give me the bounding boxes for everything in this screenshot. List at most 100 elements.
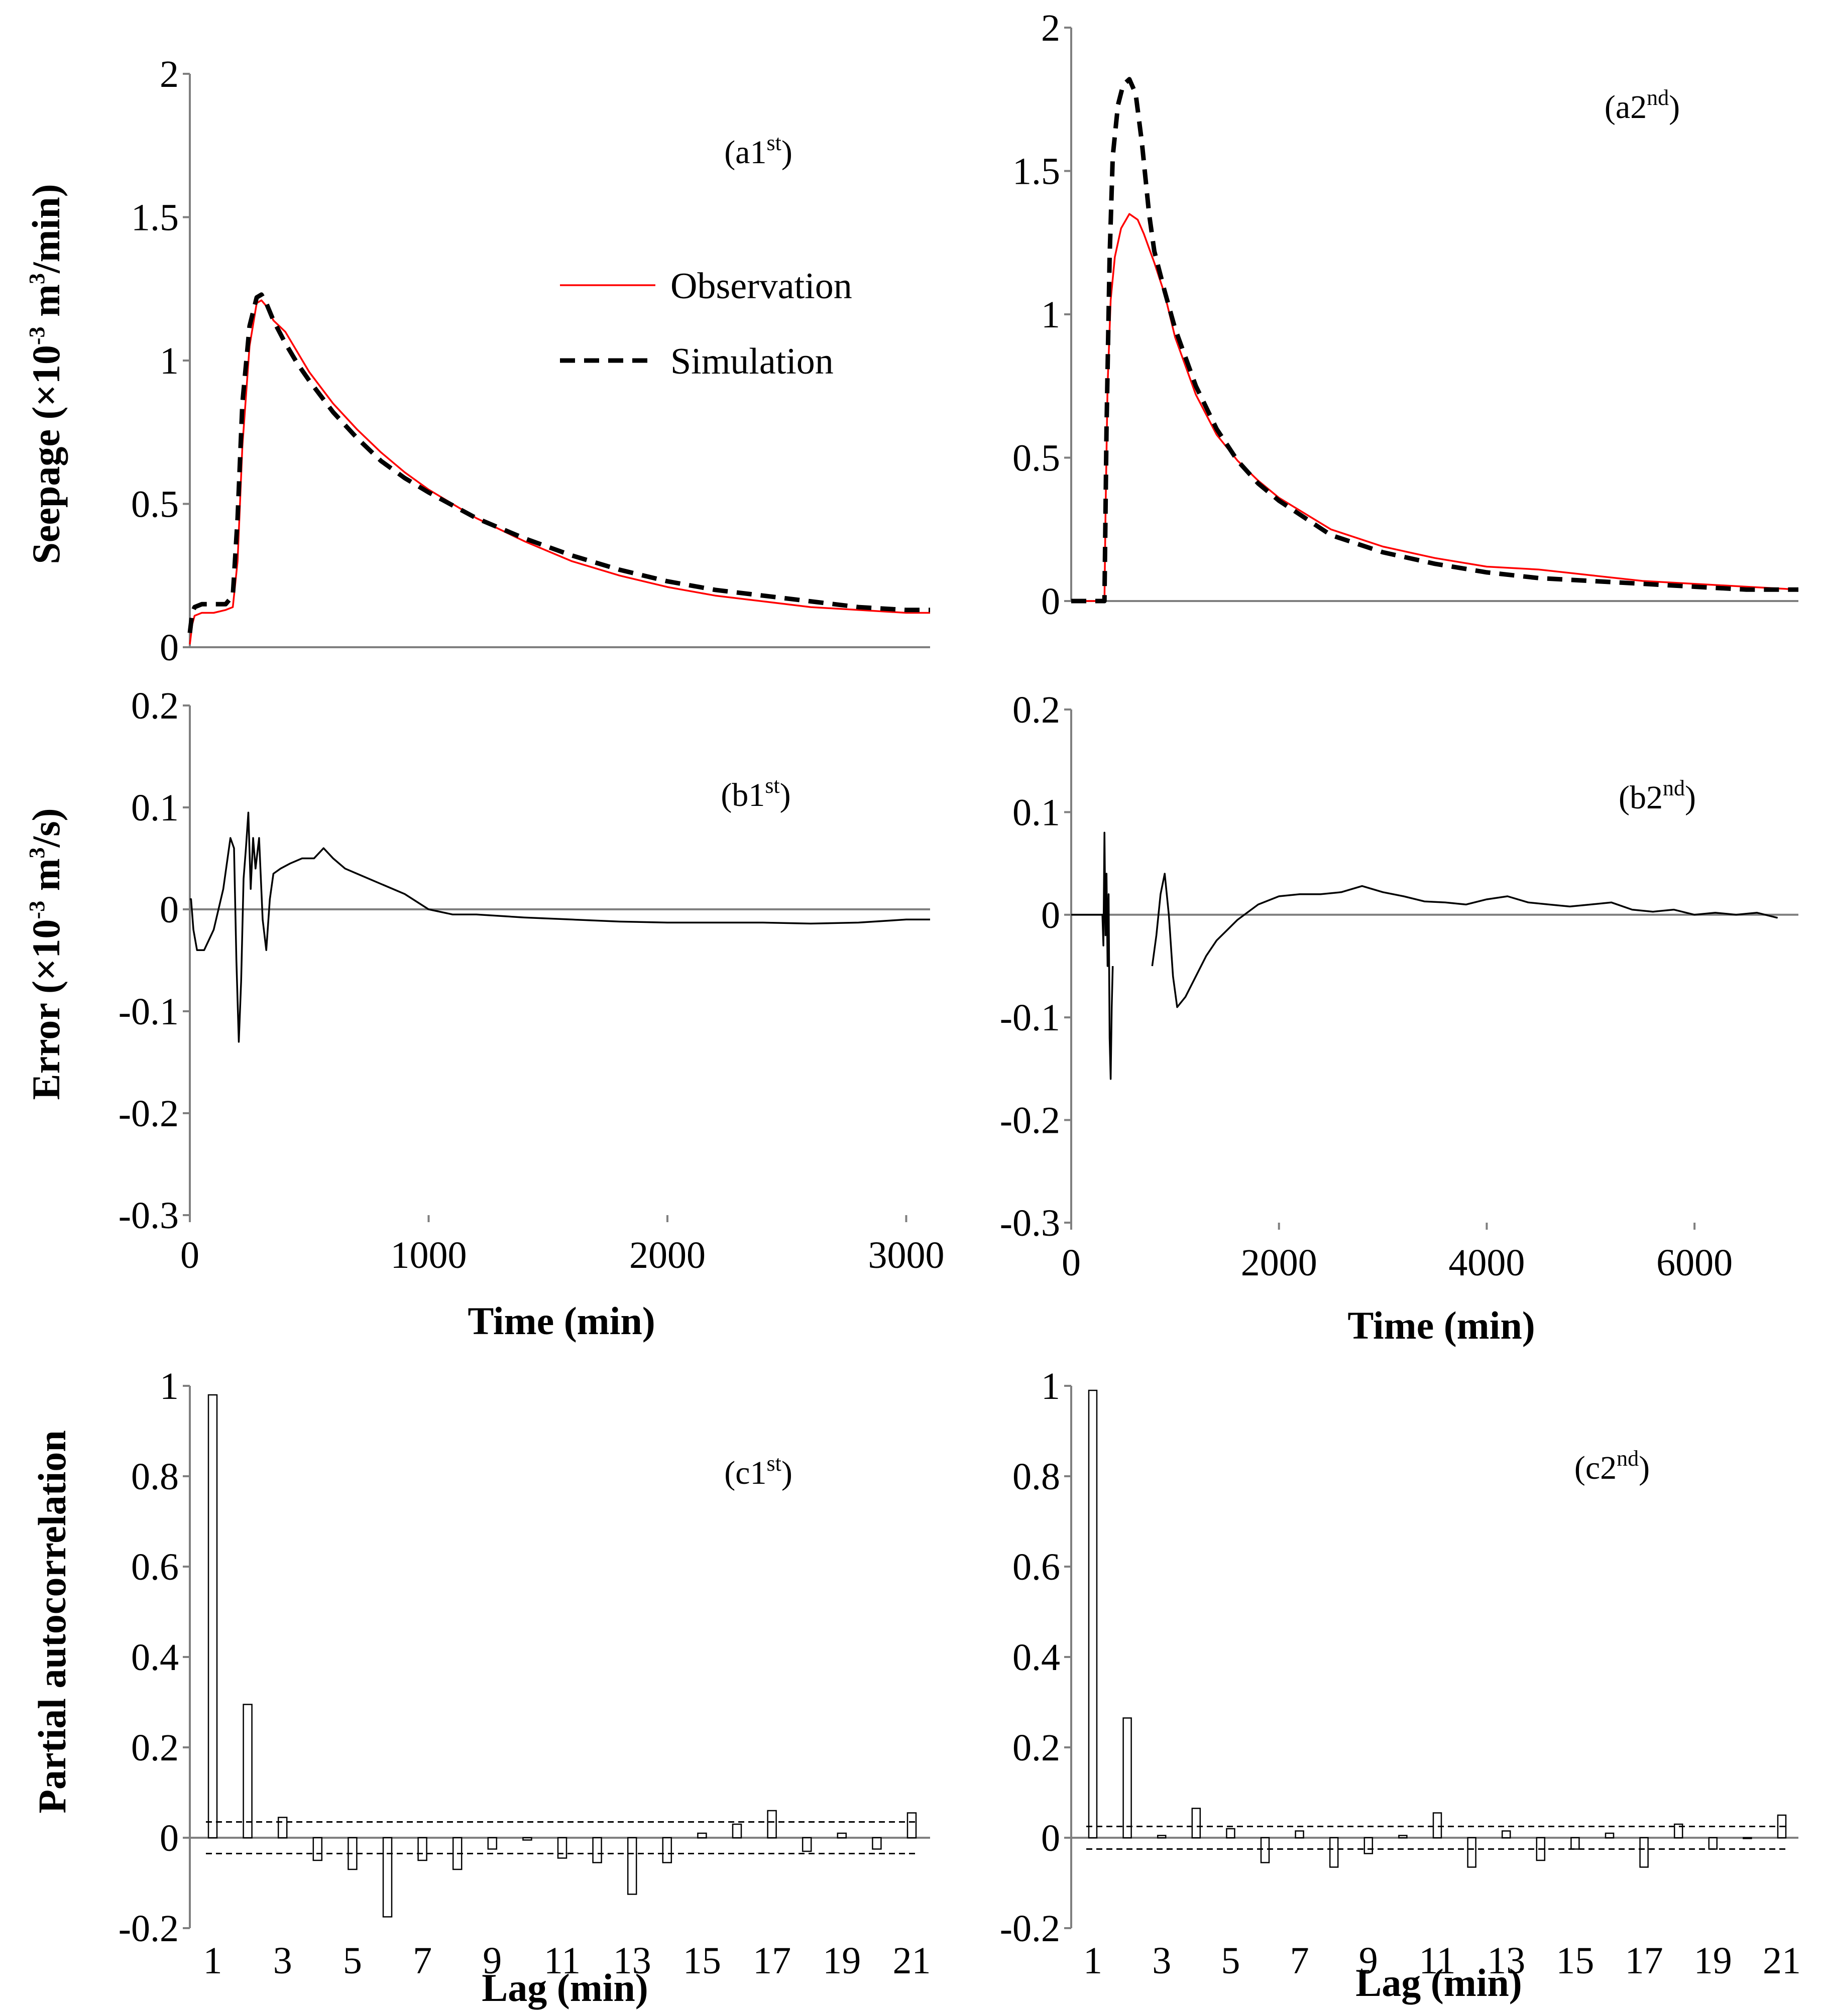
series-b2-error-2 (1151, 873, 1778, 1008)
bar-c1-lag-17 (767, 1810, 777, 1839)
bar-c1-lag-4 (312, 1837, 323, 1861)
x-tick-label-c2-3: 7 (1290, 1940, 1309, 1982)
y-tick-label-a1-1: 0.5 (131, 484, 179, 526)
bar-c1-lag-15 (697, 1832, 707, 1839)
x-tick-label-c1-9: 19 (823, 1940, 861, 1982)
chart-c2: -0.200.20.40.60.811 3 5 7 9 11 13 15 17 19 21(c2nd… (1000, 1365, 1801, 1982)
ylabel-seepage: Seepage (×10-3 m3/min) (24, 184, 68, 564)
panel-label-c2-close: ) (1639, 1450, 1650, 1486)
chart-a1: 0 0.5 1 1.5 2 Observation Simulation (a1st) (131, 53, 930, 669)
y-tick-label-a1-3: 1.5 (131, 197, 179, 239)
x-tick-label-c2-8: 17 (1625, 1940, 1663, 1982)
chart-b1: -0.3 -0.2 -0.1 0 0.1 0.2 0 1000 2000 3000 (b1st) (119, 685, 945, 1276)
bar-c1-lag-12 (592, 1837, 602, 1863)
panel-label-b1-sup: st (765, 773, 779, 798)
y-tick-label-c2-2: 0.2 (1012, 1727, 1060, 1769)
y-tick-label-b2-0: -0.3 (1000, 1202, 1060, 1244)
x-tick-label-c1-2: 5 (343, 1940, 362, 1982)
x-tick-label-c1-5: 11 (544, 1940, 581, 1982)
y-tick-label-a2-3: 1.5 (1012, 151, 1060, 193)
chart-a2: 0 0.5 1 1.5 2 (a2nd) (1012, 7, 1799, 623)
bar-c2-lag-17 (1639, 1837, 1649, 1868)
ylabel-error-exp2: 3 (25, 847, 49, 858)
y-tick-label-a2-0: 0 (1041, 580, 1060, 623)
y-tick-label-a1-4: 2 (160, 53, 179, 95)
y-tick-label-a2-2: 1 (1041, 294, 1060, 336)
y-tick-label-c2-3: 0.4 (1012, 1636, 1060, 1679)
x-tick-label-c1-3: 7 (413, 1940, 432, 1982)
y-tick-label-b1-3: 0 (160, 889, 179, 931)
x-tick-label-b1-2: 2000 (629, 1234, 706, 1276)
panel-label-b2: (b2nd) (1619, 776, 1696, 816)
bar-c1-lag-21 (906, 1812, 917, 1839)
y-tick-label-b2-2: -0.1 (1000, 997, 1060, 1039)
y-tick-label-b2-1: -0.2 (1000, 1100, 1060, 1142)
panel-label-c1: (c1st) (724, 1451, 792, 1491)
ylabel-error-part1: Error (×10 (24, 919, 68, 1100)
y-tick-label-a1-0: 0 (160, 627, 179, 669)
x-tick-label-c2-6: 13 (1487, 1940, 1525, 1982)
x-tick-label-b1-0: 0 (180, 1234, 199, 1276)
ylabel-seepage-part2: m (24, 284, 68, 326)
x-tick-label-c1-0: 1 (203, 1940, 222, 1982)
panel-label-c2-main: (c2 (1574, 1450, 1617, 1486)
panel-label-c2: (c2nd) (1574, 1446, 1650, 1486)
bar-c2-lag-1 (1088, 1389, 1098, 1839)
bar-c2-lag-20 (1743, 1837, 1752, 1839)
bar-c2-lag-9 (1363, 1837, 1374, 1854)
chart-c1: -0.200.20.40.60.811 3 5 7 9 11 13 15 17 19 21(c1st… (119, 1365, 931, 1982)
chart-b2: -0.3 -0.2 -0.1 0 0.1 0.2 0 2000 4000 6000 (b2nd) (1000, 689, 1798, 1284)
bar-c2-lag-15 (1570, 1837, 1580, 1850)
bar-c2-lag-7 (1295, 1830, 1304, 1839)
x-tick-label-b1-3: 3000 (868, 1234, 944, 1276)
bar-c1-lag-3 (277, 1817, 288, 1839)
bar-c2-lag-11 (1432, 1812, 1442, 1839)
bar-c2-lag-16 (1605, 1832, 1615, 1839)
y-tick-label-b1-5: 0.2 (131, 685, 179, 727)
panel-label-c1-sup: st (766, 1451, 781, 1476)
xlabel-lag-left: Lag (min) (482, 1966, 648, 2009)
panel-label-b2-close: ) (1685, 779, 1696, 816)
bar-c2-lag-6 (1260, 1837, 1270, 1863)
series-b1-error (190, 811, 930, 1043)
x-tick-label-b2-1: 2000 (1241, 1242, 1317, 1284)
y-tick-label-b2-5: 0.2 (1012, 689, 1060, 731)
ylabel-error: Error (×10-3 m3/s) (24, 808, 68, 1100)
bar-c2-lag-13 (1501, 1830, 1511, 1839)
bar-c1-lag-2 (243, 1704, 253, 1839)
y-tick-label-c2-4: 0.6 (1012, 1546, 1060, 1588)
bar-c1-lag-1 (207, 1394, 218, 1839)
ylabel-error-exp1: -3 (25, 901, 49, 919)
panel-label-b2-sup: nd (1663, 776, 1685, 800)
y-tick-label-c1-4: 0.6 (131, 1546, 179, 1588)
x-tick-label-b1-1: 1000 (390, 1234, 467, 1276)
x-tick-label-c1-7: 15 (683, 1940, 721, 1982)
x-tick-label-c1-8: 17 (753, 1940, 791, 1982)
bar-c1-lag-20 (872, 1837, 882, 1850)
panel-label-a1-sup: st (766, 131, 781, 155)
y-tick-label-b2-3: 0 (1041, 894, 1060, 936)
y-tick-label-c1-1: 0 (160, 1817, 179, 1859)
bar-c1-lag-18 (802, 1837, 812, 1852)
bar-c1-lag-14 (662, 1837, 672, 1863)
panel-label-c1-close: ) (781, 1455, 792, 1491)
y-tick-label-c2-1: 0 (1041, 1817, 1060, 1859)
panel-label-a1-close: ) (781, 134, 792, 171)
x-tick-label-c1-4: 9 (483, 1940, 502, 1982)
x-tick-label-c2-7: 15 (1556, 1940, 1594, 1982)
x-tick-label-c2-4: 9 (1359, 1940, 1378, 1982)
bar-c1-lag-7 (417, 1837, 427, 1861)
y-tick-label-c2-5: 0.8 (1012, 1456, 1060, 1498)
series-a2-simulation (1071, 77, 1798, 604)
x-tick-label-c2-2: 5 (1221, 1940, 1240, 1982)
y-tick-label-c2-0: -0.2 (1000, 1908, 1060, 1950)
panel-label-a1: (a1st) (724, 131, 792, 171)
y-tick-label-b1-1: -0.2 (119, 1093, 179, 1135)
xlabel-time-right: Time (min) (1347, 1303, 1535, 1347)
ylabel-seepage-part3: /min) (24, 184, 68, 274)
panel-label-b1-main: (b1 (721, 777, 765, 813)
bar-c2-lag-8 (1329, 1837, 1339, 1868)
y-tick-label-b1-0: -0.3 (119, 1195, 179, 1237)
y-tick-label-c2-6: 1 (1041, 1365, 1060, 1407)
